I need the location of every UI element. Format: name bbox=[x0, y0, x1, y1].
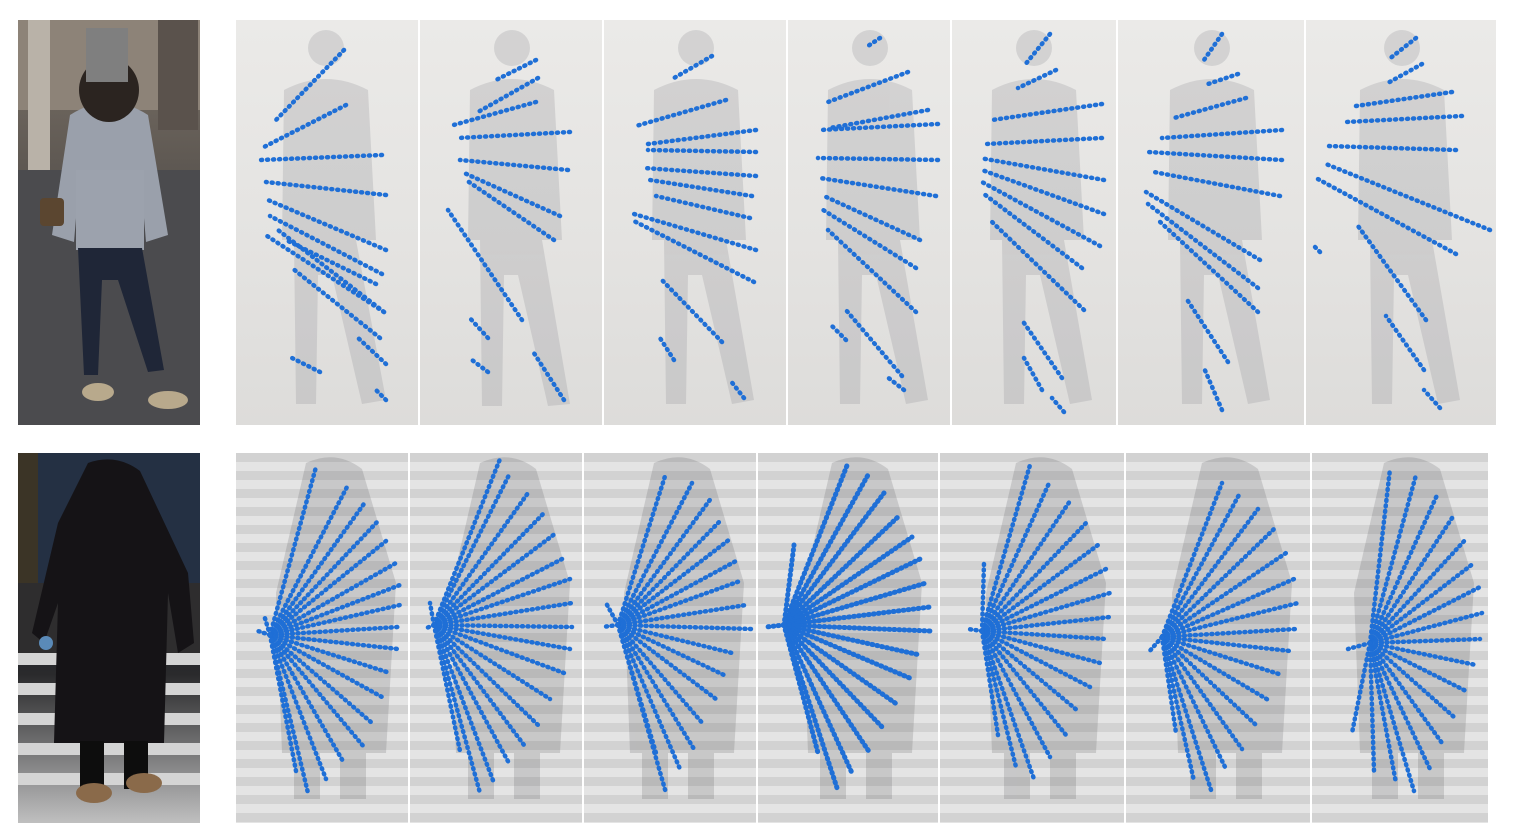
attention-strip-2 bbox=[236, 453, 1488, 823]
frame-2-6 bbox=[1126, 453, 1310, 823]
frame-2-1 bbox=[236, 453, 408, 823]
attention-lines bbox=[421, 456, 575, 796]
attention-lines bbox=[763, 460, 933, 794]
frame-1-4 bbox=[788, 20, 950, 425]
frame-1-7 bbox=[1306, 20, 1496, 425]
frame-1-1 bbox=[236, 20, 418, 425]
row-1 bbox=[0, 20, 1520, 425]
frame-2-3 bbox=[584, 453, 756, 823]
attention-strip-1 bbox=[236, 20, 1496, 425]
reference-photo-2 bbox=[18, 453, 200, 823]
attention-lines bbox=[1145, 480, 1301, 796]
frame-2-5 bbox=[940, 453, 1124, 823]
attention-lines bbox=[629, 53, 759, 401]
frame-1-5 bbox=[952, 20, 1116, 425]
attention-lines bbox=[965, 462, 1113, 782]
frame-1-3 bbox=[604, 20, 786, 425]
attention-lines bbox=[1143, 31, 1285, 413]
attention-lines bbox=[977, 31, 1107, 415]
frame-2-7 bbox=[1312, 453, 1488, 823]
frame-1-2 bbox=[420, 20, 602, 425]
attention-lines bbox=[1311, 35, 1493, 411]
attention-lines bbox=[255, 464, 403, 796]
attention-lines bbox=[257, 47, 389, 403]
frame-1-6 bbox=[1118, 20, 1304, 425]
person-silhouette bbox=[282, 30, 386, 404]
person-silhouette bbox=[468, 30, 570, 406]
attention-lines bbox=[1345, 466, 1485, 794]
reference-photo-1 bbox=[18, 20, 200, 425]
frame-2-2 bbox=[410, 453, 582, 823]
attention-lines bbox=[445, 57, 573, 403]
attention-lines bbox=[815, 35, 941, 393]
attention-lines bbox=[599, 470, 755, 796]
row-2 bbox=[0, 453, 1520, 823]
frame-2-4 bbox=[758, 453, 938, 823]
